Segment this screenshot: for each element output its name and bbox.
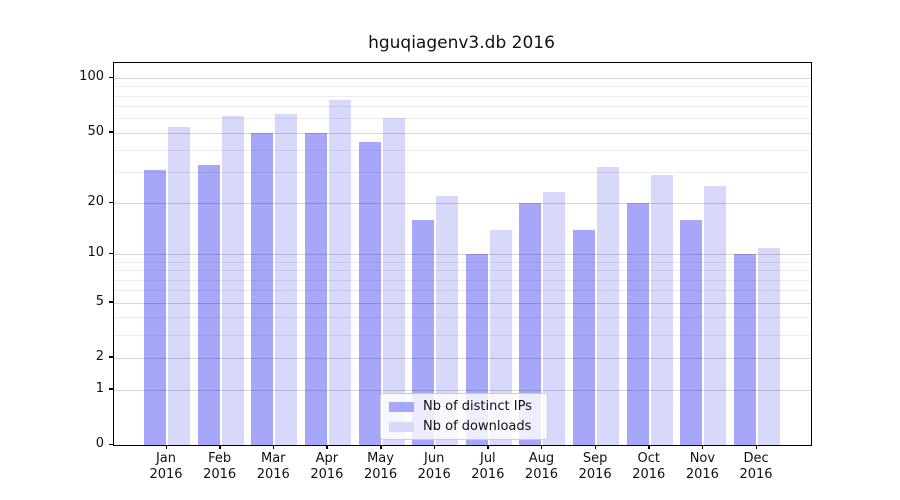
x-tick-mark-sep <box>594 445 597 449</box>
bar-nb-of-distinct-ips-feb <box>197 164 220 445</box>
y-tick-mark-5 <box>109 301 113 303</box>
gridline-5 <box>114 302 811 304</box>
gridline-70 <box>114 106 811 108</box>
bar-nb-of-distinct-ips-mar <box>251 132 274 445</box>
y-tick-mark-1 <box>109 388 113 390</box>
bar-nb-of-distinct-ips-sep <box>573 229 596 445</box>
y-tick-label-0: 0 <box>95 436 104 451</box>
x-tick-label-oct: Oct 2016 <box>632 451 666 482</box>
gridline-10 <box>114 254 811 256</box>
x-tick-label-jan: Jan 2016 <box>149 451 183 482</box>
gridline-6 <box>114 290 811 292</box>
y-tick-mark-20 <box>109 201 113 204</box>
x-tick-mark-jan <box>165 445 167 449</box>
gridline-100 <box>114 78 811 80</box>
gridline-50 <box>114 132 811 134</box>
bar-nb-of-downloads-aug <box>543 192 566 445</box>
bar-nb-of-distinct-ips-apr <box>304 132 327 445</box>
x-tick-mark-apr <box>326 445 328 449</box>
legend-item-distinct-ips: Nb of distinct IPs <box>389 399 539 414</box>
bar-nb-of-downloads-jul <box>489 229 512 445</box>
x-tick-mark-mar <box>272 445 275 449</box>
legend-swatch-distinct-ips <box>389 401 414 412</box>
bar-nb-of-downloads-nov <box>704 186 727 445</box>
gridline-7 <box>114 279 811 281</box>
bar-nb-of-distinct-ips-nov <box>680 219 703 445</box>
x-tick-label-mar: Mar 2016 <box>256 451 290 482</box>
x-tick-label-aug: Aug 2016 <box>524 451 559 482</box>
x-tick-mark-feb <box>219 445 221 449</box>
x-tick-label-sep: Sep 2016 <box>578 451 612 482</box>
bar-nb-of-distinct-ips-oct <box>626 203 649 445</box>
gridline-60 <box>114 118 811 120</box>
y-tick-mark-10 <box>109 252 113 255</box>
x-tick-mark-nov <box>701 445 704 449</box>
bar-nb-of-downloads-oct <box>650 174 673 445</box>
gridline-40 <box>114 149 811 151</box>
x-tick-label-apr: Apr 2016 <box>310 451 344 482</box>
x-tick-mark-oct <box>648 445 650 449</box>
y-tick-mark-100 <box>109 76 113 79</box>
y-tick-label-20: 20 <box>87 194 104 210</box>
y-tick-label-2: 2 <box>95 348 104 364</box>
x-tick-label-dec: Dec 2016 <box>739 451 773 482</box>
x-tick-mark-may <box>380 445 382 449</box>
x-tick-mark-jun <box>433 445 436 449</box>
gridline-3 <box>114 334 811 336</box>
bar-nb-of-distinct-ips-aug <box>519 203 542 445</box>
bar-nb-of-downloads-apr <box>328 99 351 445</box>
bar-nb-of-distinct-ips-may <box>358 142 381 445</box>
legend-label-distinct-ips: Nb of distinct IPs <box>423 399 532 414</box>
legend-label-downloads: Nb of downloads <box>423 419 532 434</box>
y-tick-label-10: 10 <box>87 245 104 261</box>
legend: Nb of distinct IPs Nb of downloads <box>380 393 548 440</box>
x-tick-label-may: May 2016 <box>364 451 398 482</box>
y-tick-label-50: 50 <box>87 123 104 139</box>
x-tick-label-nov: Nov 2016 <box>685 451 719 482</box>
gridline-2 <box>114 357 811 359</box>
bar-nb-of-downloads-may <box>382 118 405 445</box>
y-tick-label-1: 1 <box>95 380 104 396</box>
gridline-4 <box>114 317 811 319</box>
gridline-1 <box>114 389 811 391</box>
y-tick-label-100: 100 <box>79 69 104 85</box>
bar-nb-of-downloads-jan <box>168 126 190 445</box>
gridline-8 <box>114 270 811 272</box>
x-tick-mark-dec <box>755 445 758 449</box>
plot-area: Nb of distinct IPs Nb of downloads <box>113 62 812 446</box>
gridline-30 <box>114 172 811 174</box>
bar-nb-of-distinct-ips-jun <box>412 219 435 445</box>
legend-item-downloads: Nb of downloads <box>389 419 539 434</box>
y-tick-mark-50 <box>109 131 113 133</box>
x-tick-label-feb: Feb 2016 <box>203 451 237 482</box>
x-tick-label-jul: Jul 2016 <box>471 451 505 482</box>
bar-nb-of-downloads-dec <box>758 247 781 445</box>
x-tick-mark-aug <box>540 445 543 449</box>
bar-nb-of-distinct-ips-dec <box>734 254 757 445</box>
gridline-90 <box>114 86 811 88</box>
y-tick-mark-2 <box>109 356 113 358</box>
y-tick-label-5: 5 <box>95 293 104 309</box>
bar-nb-of-downloads-mar <box>275 114 298 445</box>
bar-nb-of-distinct-ips-jan <box>144 169 166 445</box>
bar-nb-of-downloads-sep <box>597 167 620 445</box>
gridline-80 <box>114 95 811 97</box>
gridline-20 <box>114 203 811 205</box>
bar-nb-of-downloads-feb <box>221 115 244 445</box>
legend-swatch-downloads <box>389 421 414 432</box>
x-tick-label-jun: Jun 2016 <box>417 451 451 482</box>
chart-title: hguqiagenv3.db 2016 <box>368 33 555 53</box>
y-tick-mark-0 <box>109 443 113 445</box>
bar-nb-of-downloads-jun <box>436 195 459 445</box>
x-tick-mark-jul <box>487 445 489 449</box>
gridline-9 <box>114 262 811 263</box>
